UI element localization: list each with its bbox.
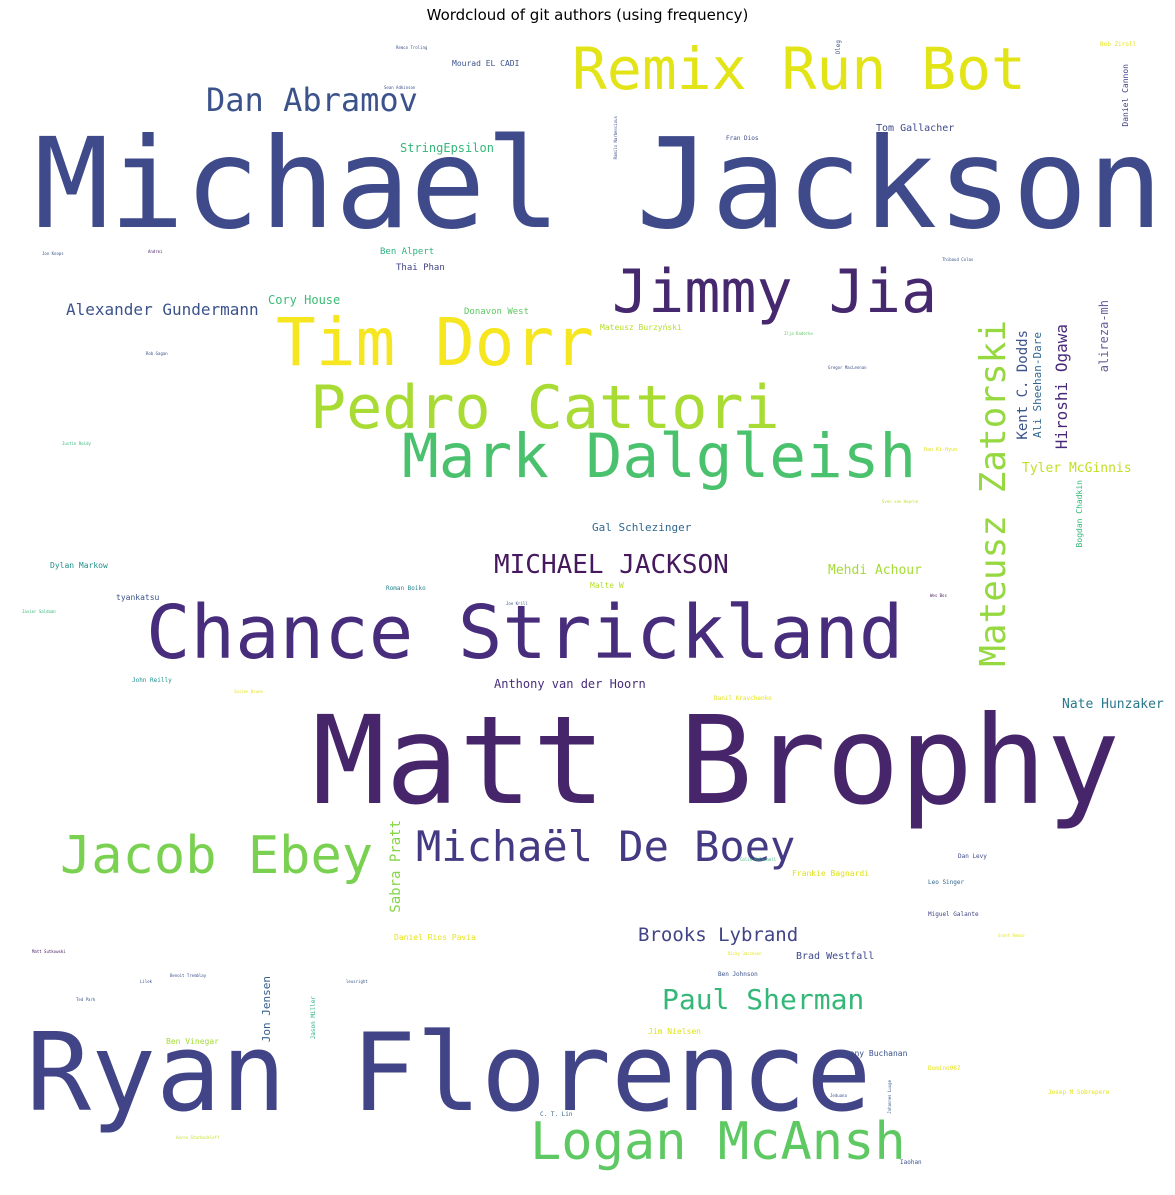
word: Bob Ziroll (1100, 41, 1137, 48)
word: Matt Sutkowski (32, 949, 66, 954)
word: Dan Levy (958, 853, 987, 860)
word: Fran Dios (726, 135, 759, 142)
word: Domino987 (928, 1065, 961, 1072)
word: Tom Gallacher (876, 123, 955, 134)
word: Matt Brophy (312, 690, 1120, 832)
word: leusright (346, 979, 368, 984)
word: Danil Kravchenko (714, 695, 772, 702)
word: Ben Alpert (380, 247, 435, 257)
word: Mateusz Burzyński (600, 323, 682, 332)
word: Nate Hunzaker (1062, 697, 1164, 712)
word: Leo Singer (928, 879, 965, 886)
word: Remco Troling (396, 45, 428, 50)
word: Malte W (590, 581, 624, 590)
word: tyankatsu (116, 593, 160, 602)
word: Sean Adkinson (384, 85, 416, 90)
word: Dan Abramov (206, 81, 418, 119)
word: Rob Gagan (146, 351, 168, 356)
word: Jacob Ebey (60, 826, 374, 886)
word: Mateusz Zatorski (973, 320, 1014, 667)
word: Ramilo Narbencious (613, 116, 618, 160)
word: Alexander Gundermann (66, 300, 259, 319)
word: Daniel Rios Pavia (394, 933, 476, 942)
word: Frankie Bagnardi (792, 869, 870, 878)
word: Sven van Hoprne (882, 499, 919, 504)
word: Iaohan (900, 1159, 922, 1166)
word: Brooks Lybrand (638, 924, 799, 946)
word: Gal Schlezinger (592, 521, 692, 534)
word: Lilek (140, 979, 153, 984)
word: Anthony van der Hoorn (494, 677, 646, 691)
word: Tim Dorr (276, 304, 594, 381)
word: Ted Park (76, 997, 96, 1002)
word: Justin Reidy (62, 441, 91, 446)
word: Jon Jensen (260, 976, 273, 1043)
word: Oleg (835, 40, 842, 55)
word: Dylan Markow (50, 561, 108, 570)
word: Roman Boiko (386, 585, 426, 592)
word: Andrei (148, 249, 163, 254)
word: StringEpsilon (400, 141, 494, 155)
word: Pedro Cattori (310, 373, 780, 443)
word: Aaron Starbeckloff (176, 1135, 220, 1140)
word: alireza-mh (1097, 300, 1111, 373)
word: Gregor MacLennan (828, 365, 867, 370)
word: Josep M Sobrepere (1048, 1089, 1110, 1096)
word: Logan McAnsh (530, 1112, 906, 1172)
word: Joe Krill (506, 601, 528, 606)
word: Cory House (268, 293, 341, 307)
word: Ilja Daderko (784, 331, 813, 336)
word: Mark Dalgleish (402, 421, 917, 492)
word: John Reilly (132, 677, 172, 684)
word: Michael Jackson (34, 112, 1163, 257)
word: Ben Vinegar (166, 1037, 219, 1046)
chart-title: Wordcloud of git authors (using frequenc… (426, 6, 749, 24)
wordcloud: Michael Jackson Matt Brophy Ryan Florenc… (20, 35, 1164, 1186)
word: Paul Sherman (662, 983, 865, 1016)
word: Jim Nielsen (648, 1027, 701, 1036)
word: Colin McDonnell (740, 857, 777, 862)
word: Miguel Galante (928, 911, 979, 918)
word: Jeduana (830, 1093, 847, 1098)
word: MICHAEL JACKSON (494, 550, 729, 580)
word: Javier Saldaan (22, 609, 56, 614)
word: Kent C. Dodds (1015, 330, 1031, 440)
word: Dan Ki-Hyun (924, 447, 958, 453)
word: Ricky Jacckson (728, 951, 762, 956)
word: Jimmy Jia (612, 257, 938, 327)
word: Mehdi Achour (828, 563, 922, 578)
word: Jon Koops (42, 251, 64, 256)
word: Ben Johnson (718, 971, 758, 978)
word: Tyler McGinnis (1022, 461, 1132, 476)
word: Jason Miller (310, 996, 317, 1040)
word: Chance Strickland (146, 590, 904, 676)
word: Mourad EL CADI (452, 59, 520, 68)
word: Bogdan Chadkin (1075, 480, 1084, 548)
word: Ryan Florence (26, 1011, 872, 1136)
word: Jonny Buchanan (840, 1049, 908, 1058)
word: C. T. Lin (540, 1111, 573, 1118)
word: Wes Bos (930, 593, 947, 598)
word: Thibaud Colas (942, 257, 974, 262)
word: Donavon West (464, 307, 530, 317)
word: Michaël De Boey (416, 822, 796, 871)
word: Sailen Bruen (234, 689, 263, 694)
word: Brad Westfall (796, 951, 875, 962)
word: Daniel Cannon (1121, 64, 1130, 127)
word: Sabra Pratt (388, 820, 404, 913)
word: Thai Phan (396, 263, 445, 273)
word: Ali Sheehan-Dare (1031, 332, 1044, 438)
word: Hiroshi Ogawa (1052, 324, 1071, 450)
word: Remix Run Bot (572, 35, 1026, 103)
word: Johannes Luuge (887, 1080, 892, 1114)
word: Grant Remco (998, 933, 1025, 938)
word: Benoit Tremblay (170, 973, 207, 978)
